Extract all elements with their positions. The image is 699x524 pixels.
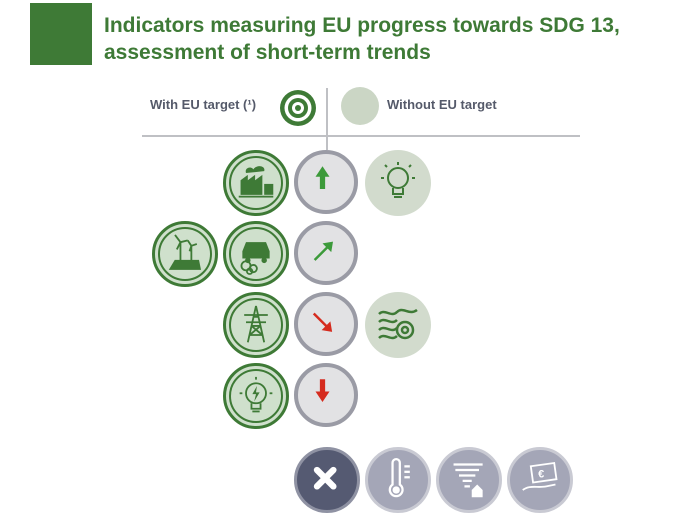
trend-arrow-up [294,150,358,214]
legend-divider [326,88,328,150]
car-emissions-icon [223,221,289,287]
legend-without-target-label: Without EU target [387,97,497,112]
target-icon [280,90,316,126]
factory-emissions-icon [223,150,289,216]
tornado-house-icon [436,447,502,513]
cross-icon [294,447,360,513]
wind-solar-icon [152,221,218,287]
ocean-wave-icon [365,292,431,358]
svg-text:€: € [538,468,544,480]
trend-arrow-down [294,363,358,427]
without-target-swatch [341,87,379,125]
power-pylon-icon [223,292,289,358]
light-bulb-icon [365,150,431,216]
trend-arrow-down-right [294,292,358,356]
trend-arrow-up-right [294,221,358,285]
title-square [30,3,92,65]
legend-with-target-label: With EU target (¹) [150,97,257,112]
euro-hand-icon: € [507,447,573,513]
header-divider [142,135,580,137]
page-title: Indicators measuring EU progress towards… [104,14,620,64]
energy-bulb-icon [223,363,289,429]
thermometer-icon [365,447,431,513]
